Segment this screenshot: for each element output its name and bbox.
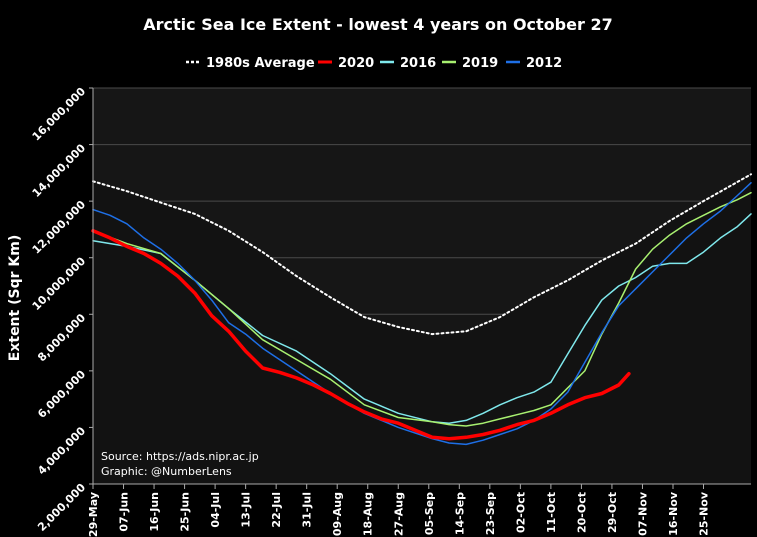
x-tick-label: 31-Jul <box>301 492 314 528</box>
x-tick-label: 05-Sep <box>423 492 436 535</box>
x-tick-label: 22-Jul <box>270 492 283 528</box>
series-line-2012 <box>92 182 752 446</box>
x-tick-label: 02-Oct <box>514 492 527 533</box>
x-tick-label: 07-Jun <box>118 492 131 532</box>
x-tick-label: 16-Nov <box>667 491 680 536</box>
x-tick-label: 23-Sep <box>484 492 497 535</box>
x-tick-label: 09-Aug <box>331 492 344 536</box>
average-area-shading <box>93 174 751 485</box>
series-layer <box>91 173 752 485</box>
x-tick-label: 29-Oct <box>606 492 619 533</box>
x-tick-label: 25-Nov <box>698 491 711 536</box>
series-line-2020 <box>91 229 631 441</box>
x-tick-label: 16-Jun <box>148 492 161 532</box>
series-line-1980s-average <box>92 173 752 336</box>
x-tick-label: 20-Oct <box>575 492 588 533</box>
y-axis-title: Extent (Sqr Km) <box>7 235 23 361</box>
x-tick-label: 14-Sep <box>453 492 466 535</box>
x-tick-label: 18-Aug <box>362 492 375 536</box>
series-line-2019 <box>92 191 752 427</box>
x-tick-label: 11-Oct <box>545 492 558 533</box>
legend-label-2019[interactable]: 2019 <box>462 56 498 71</box>
x-tick-label: 04-Jul <box>209 492 222 528</box>
x-tick-label: 27-Aug <box>392 492 405 536</box>
x-axis-ticks: 29-May 07-Jun 16-Jun 25-Jun 04-Jul 13-Jul 22-J… <box>87 484 711 537</box>
legend-label-2020[interactable]: 2020 <box>338 56 374 71</box>
x-tick-label: 13-Jul <box>240 492 253 528</box>
x-tick-label: 25-Jun <box>179 492 192 532</box>
axes <box>92 88 751 485</box>
legend: 1980s Average 2020 2016 2019 2012 <box>186 56 562 71</box>
legend-label-2012[interactable]: 2012 <box>526 56 562 71</box>
x-tick-label: 29-May <box>87 492 100 537</box>
series-line-2016 <box>92 213 752 424</box>
graphic-credit: Graphic: @NumberLens <box>101 465 232 478</box>
source-credit: Source: https://ads.nipr.ac.jp <box>101 450 259 463</box>
legend-label-2016[interactable]: 2016 <box>400 56 436 71</box>
x-tick-label: 07-Nov <box>636 491 649 536</box>
legend-label-1980s-average[interactable]: 1980s Average <box>206 56 315 71</box>
chart-title: Arctic Sea Ice Extent - lowest 4 years o… <box>143 15 612 34</box>
